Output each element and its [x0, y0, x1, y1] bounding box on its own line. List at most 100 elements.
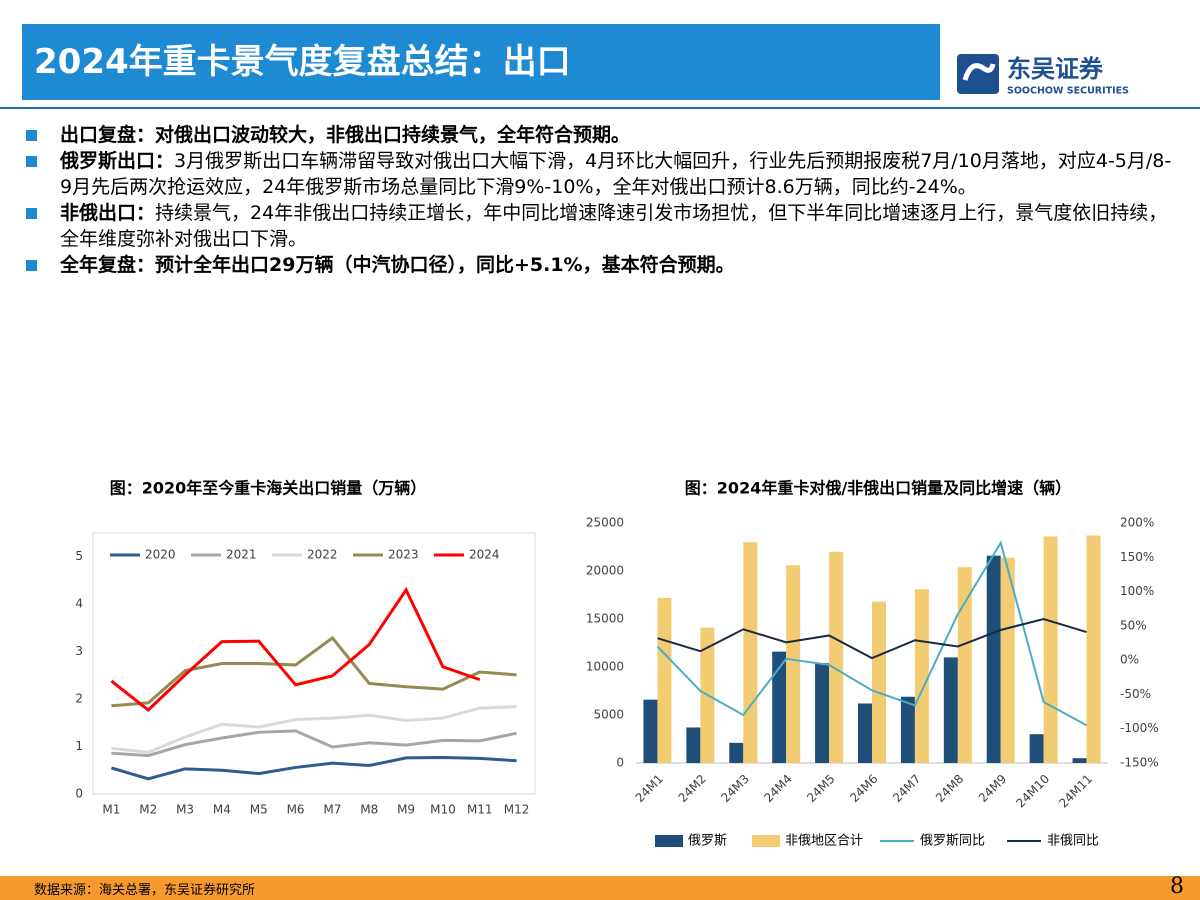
bar [986, 555, 1001, 763]
bullet-text: 预计全年出口29万辆（中汽协口径），同比+5.1%，基本符合预期。 [155, 254, 735, 276]
x-tick-label: M6 [287, 803, 305, 817]
bar [957, 567, 972, 763]
bar [686, 727, 701, 763]
chart-title: 图：2020年至今重卡海关出口销量（万辆） [110, 479, 427, 498]
bar [1086, 535, 1101, 763]
x-tick-label: 24M7 [890, 772, 923, 805]
bullet-text: 对俄出口波动较大，非俄出口持续景气，全年符合预期。 [155, 124, 631, 146]
x-tick-label: 24M9 [976, 772, 1009, 805]
x-tick-label: M3 [176, 803, 194, 817]
bar [815, 663, 830, 763]
y-tick-label: 15000 [586, 612, 624, 626]
y-tick-label: 5 [75, 549, 83, 563]
logo-cn: 东吴证券 [1007, 55, 1104, 83]
series-line [111, 705, 517, 754]
legend-label: 2024 [469, 548, 500, 562]
bar [914, 589, 929, 763]
y-tick-label: 3 [75, 644, 83, 658]
bullet: 出口复盘：对俄出口波动较大，非俄出口持续景气，全年符合预期。 [22, 122, 1182, 148]
bar [729, 742, 744, 763]
legend-label: 2022 [307, 548, 338, 562]
chart-title: 图：2024年重卡对俄/非俄出口销量及同比增速（辆） [685, 479, 1071, 498]
bar [772, 651, 787, 763]
x-tick-label: 24M1 [633, 772, 666, 805]
bullet-lead: 出口复盘： [60, 124, 156, 146]
y-tick-label: 25000 [586, 516, 624, 530]
y2-tick-label: 150% [1120, 550, 1154, 564]
y2-tick-label: -50% [1120, 687, 1151, 701]
x-tick-label: M5 [250, 803, 268, 817]
y2-tick-label: 50% [1120, 618, 1147, 632]
x-tick-label: M10 [430, 803, 456, 817]
x-tick-label: M2 [139, 803, 157, 817]
series-line [111, 729, 517, 758]
x-tick-label: M1 [102, 803, 120, 817]
x-tick-label: M11 [467, 803, 493, 817]
y-tick-label: 10000 [586, 660, 624, 674]
series-line [657, 617, 1087, 660]
series-line [110, 755, 517, 781]
bar [1029, 734, 1044, 763]
bar [786, 565, 801, 763]
x-tick-label: M9 [397, 803, 415, 817]
y-tick-label: 20000 [586, 564, 624, 578]
series-line [656, 540, 1088, 727]
header-title: 2024年重卡景气度复盘总结：出口 [22, 24, 940, 100]
x-tick-label: 24M4 [761, 772, 794, 805]
plot-frame [92, 532, 536, 795]
bar [872, 601, 886, 763]
bar [1043, 536, 1058, 763]
legend-label: 非俄同比 [1047, 834, 1099, 849]
y2-tick-label: 0% [1120, 653, 1139, 667]
bar [743, 542, 758, 763]
y-tick-label: 1 [75, 739, 83, 753]
legend-swatch [752, 835, 780, 847]
bullets: 出口复盘：对俄出口波动较大，非俄出口持续景气，全年符合预期。 俄罗斯出口：3月俄罗… [22, 122, 1182, 278]
bar [829, 551, 844, 763]
bullet: 俄罗斯出口：3月俄罗斯出口车辆滞留导致对俄出口大幅下滑，4月环比大幅回升，行业先… [22, 148, 1182, 200]
bullet-lead: 全年复盘： [60, 254, 156, 276]
bullet-text: 3月俄罗斯出口车辆滞留导致对俄出口大幅下滑，4月环比大幅回升，行业先后预期报废税… [60, 150, 1172, 198]
y2-tick-label: -100% [1120, 721, 1159, 735]
legend-label: 非俄地区合计 [785, 834, 863, 849]
bar [1000, 557, 1015, 763]
bullet: 全年复盘：预计全年出口29万辆（中汽协口径），同比+5.1%，基本符合预期。 [22, 252, 1182, 278]
header-rule [0, 107, 1200, 109]
y2-tick-label: -150% [1120, 756, 1159, 770]
legend-label: 2023 [388, 548, 419, 562]
bullet: 非俄出口：持续景气，24年非俄出口持续正增长，年中同比增速降速引发市场担忧，但下… [22, 200, 1182, 252]
x-tick-label: 24M3 [718, 772, 751, 805]
bar [657, 597, 672, 763]
legend-label: 俄罗斯 [688, 834, 727, 849]
legend-label: 俄罗斯同比 [920, 834, 985, 849]
bullet-lead: 非俄出口： [60, 202, 156, 224]
x-tick-label: 24M6 [847, 772, 880, 805]
page-number: 8 [1170, 874, 1184, 899]
y2-tick-label: 100% [1120, 584, 1154, 598]
x-tick-label: 24M8 [933, 772, 966, 805]
bar [643, 699, 658, 763]
x-tick-label: 24M10 [1013, 772, 1052, 811]
y-tick-label: 0 [616, 756, 624, 770]
x-tick-label: M8 [360, 803, 378, 817]
y-tick-label: 5000 [593, 708, 624, 722]
bar [858, 703, 872, 763]
y-tick-label: 0 [75, 787, 83, 801]
x-tick-label: 24M11 [1056, 772, 1095, 811]
bar [900, 696, 915, 763]
bar [1072, 758, 1087, 763]
y-tick-label: 4 [75, 597, 83, 611]
x-tick-label: M7 [323, 803, 341, 817]
bullet-text: 持续景气，24年非俄出口持续正增长，年中同比增速降速引发市场担忧，但下半年同比增… [60, 202, 1168, 250]
legend-label: 2021 [226, 548, 257, 562]
x-tick-label: M12 [504, 803, 530, 817]
legend-label: 2020 [145, 548, 176, 562]
charts: 图：2020年至今重卡海关出口销量（万辆） 0 1 2 3 4 5 M1 M2 M3 M4 M5 M6 M… [75, 479, 1159, 849]
x-tick-label: 24M5 [804, 772, 837, 805]
footer-bar [0, 876, 1200, 900]
logo-en: SOOCHOW SECURITIES [1007, 86, 1129, 97]
series-line [110, 586, 481, 712]
bullet-lead: 俄罗斯出口： [60, 150, 175, 172]
y2-tick-label: 200% [1120, 516, 1154, 530]
